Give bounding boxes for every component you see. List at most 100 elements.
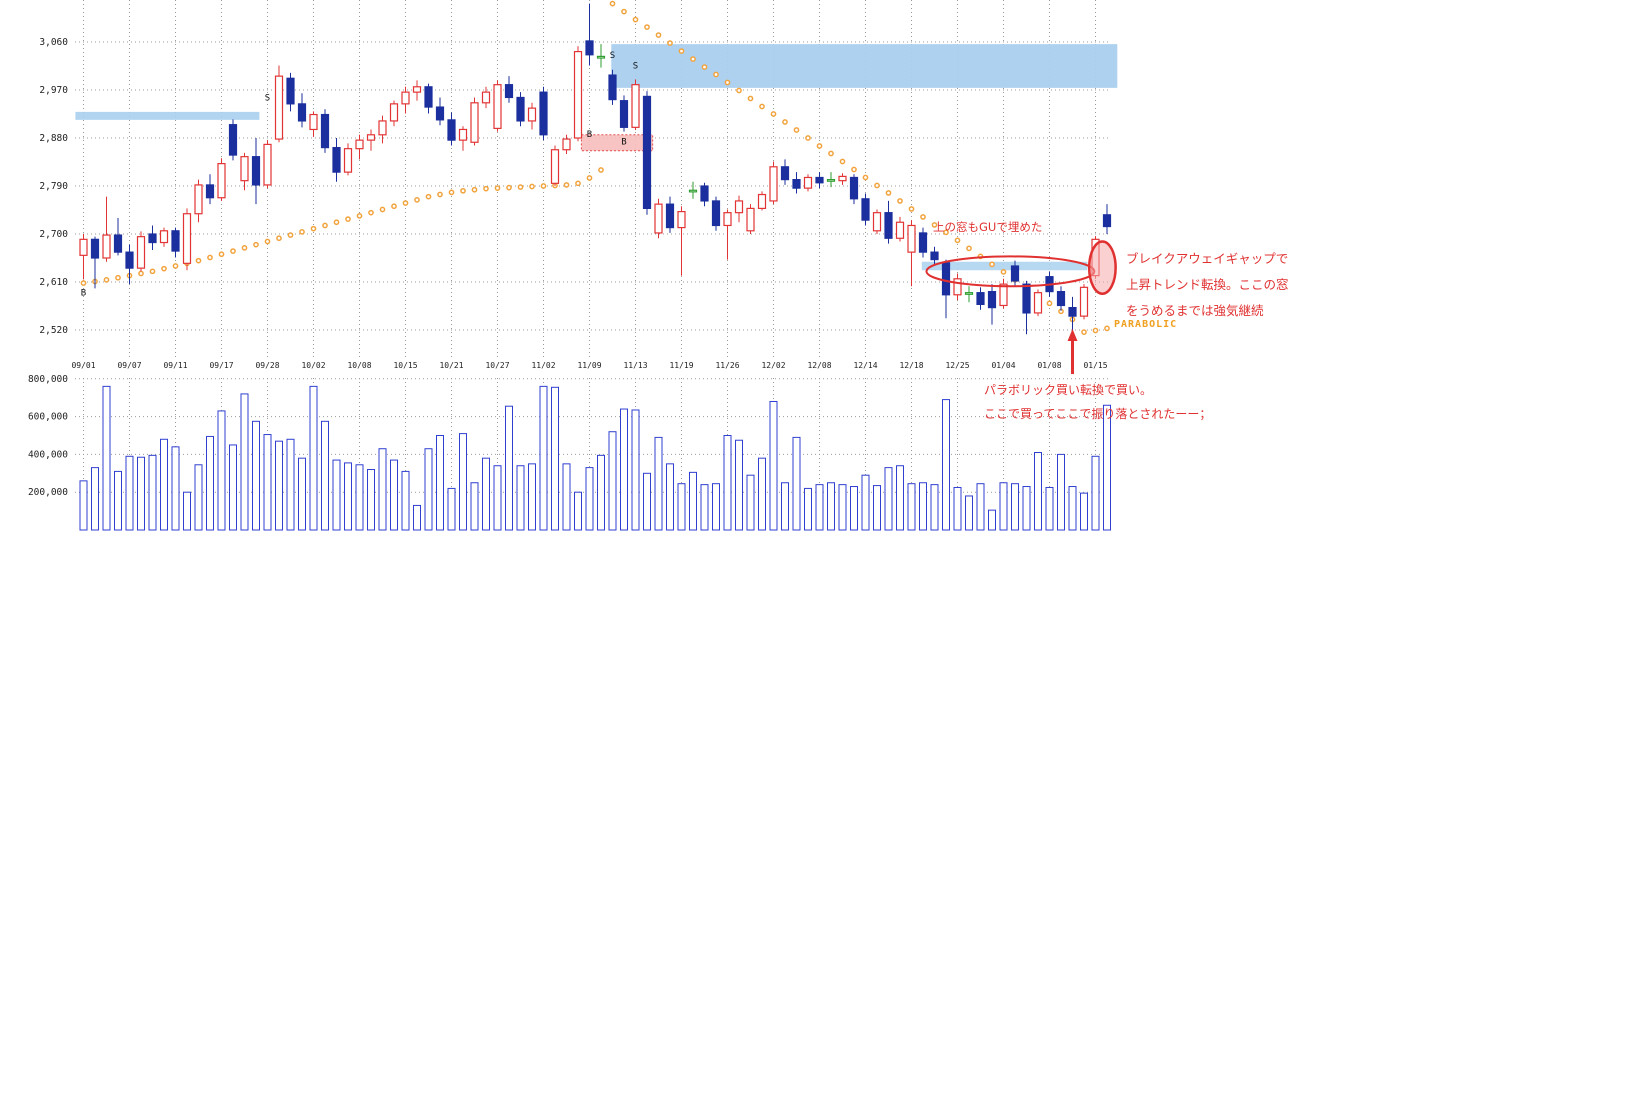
candle [700,185,709,202]
candle [182,213,192,264]
parabolic-sar-dots [80,0,1110,335]
sar-dot [885,190,892,196]
candle [665,203,675,229]
trade-marker-S: S [610,51,615,61]
sar-dot [897,198,903,204]
sar-dot [701,64,708,70]
volume-bar [539,385,548,531]
volume-bar [804,487,812,531]
volume-bar [321,420,329,531]
price-axis-label: 2,970 [39,85,68,96]
candle [642,95,652,210]
lower-window-filled-band [921,261,1088,271]
candle [1102,214,1112,228]
date-axis-label: 09/17 [209,361,233,370]
volume-bar [91,467,99,531]
annotation-breakaway-line2: 上昇トレンド転換。ここの窓 [1126,277,1289,292]
date-axis-label: 10/15 [393,361,417,370]
sar-dot [287,232,294,238]
candle [1056,291,1066,307]
date-axis-label: 11/02 [531,361,555,370]
date-axis-label: 12/08 [807,361,831,370]
candle [251,156,261,186]
volume-bar [631,409,640,531]
sar-dot [644,24,650,30]
candle [550,149,560,184]
sar-dot [402,200,409,206]
sar-dot [943,229,949,236]
volume-bar [332,459,341,531]
candle [596,55,606,59]
sar-dot [621,8,627,15]
sar-dot [770,111,777,117]
gap-window-pink [580,134,654,152]
candle [838,175,847,182]
volume-bar [953,486,962,531]
sar-dot [908,206,915,212]
candle [309,113,318,131]
volume-bar [367,469,375,531]
candle [688,189,698,193]
volume-bar [758,457,766,531]
sar-dot [724,79,731,86]
sar-dot [161,265,167,272]
date-axis-label: 11/26 [715,361,739,370]
candle [113,234,123,253]
trade-marker-B: B [587,130,592,140]
candle [263,143,272,186]
sar-dot [598,167,604,173]
volume-bar [861,474,870,531]
volume-bar [723,435,732,531]
candle [297,103,307,122]
sar-dot [655,32,662,38]
candle [769,166,778,202]
volume-axis-label: 200,000 [28,487,68,498]
annotation-ellipses [925,240,1117,295]
annotation-parabolic-buy-line1: パラボリック買い転換で買い。 [984,383,1153,397]
sar-dot [839,158,846,165]
sar-dot [448,189,455,196]
volume-bar [1068,486,1077,531]
candlestick-volume-chart: B S B S B S 3,060 2,970 2,880 2,790 2,700 2,610 2,52… [28,0,1118,531]
sar-dot [149,268,156,275]
candle [378,120,387,136]
sar-dot [816,143,823,149]
sar-dot [678,48,685,54]
candle [125,251,134,269]
candle [907,224,916,253]
candle [999,283,1008,307]
sar-dot [736,87,742,94]
sar-dot [345,216,351,222]
date-axis-label: 10/08 [347,361,371,370]
sar-dot [333,219,340,226]
candle [447,119,456,141]
sar-dot [782,119,788,125]
annotation-breakaway-line3: をうめるまでは強気継続 [1126,303,1264,318]
candle [987,291,997,309]
volume-bar [194,464,203,531]
date-axis-label: 10/02 [301,361,325,370]
candle [1010,265,1020,282]
candle [102,234,111,259]
candle [884,212,893,239]
parabolic-indicator-label: PARABOLIC [1114,319,1178,330]
volume-bar [562,463,571,531]
candle [746,207,755,232]
volume-bar [102,385,111,531]
candle [470,102,479,143]
volume-bar [930,484,939,531]
price-axis-label: 2,790 [39,181,68,192]
candle [286,77,295,105]
sar-dot [931,222,938,228]
volume-bar [505,405,513,531]
candle [573,50,583,139]
trade-marker-B: B [621,137,626,147]
date-axis-label: 01/04 [991,361,1015,370]
volume-bar [873,485,881,531]
candle [941,262,951,296]
sar-dot [310,225,317,232]
volume-bar [482,457,490,531]
candle [332,147,341,173]
buy-signal-arrow [1067,329,1078,374]
